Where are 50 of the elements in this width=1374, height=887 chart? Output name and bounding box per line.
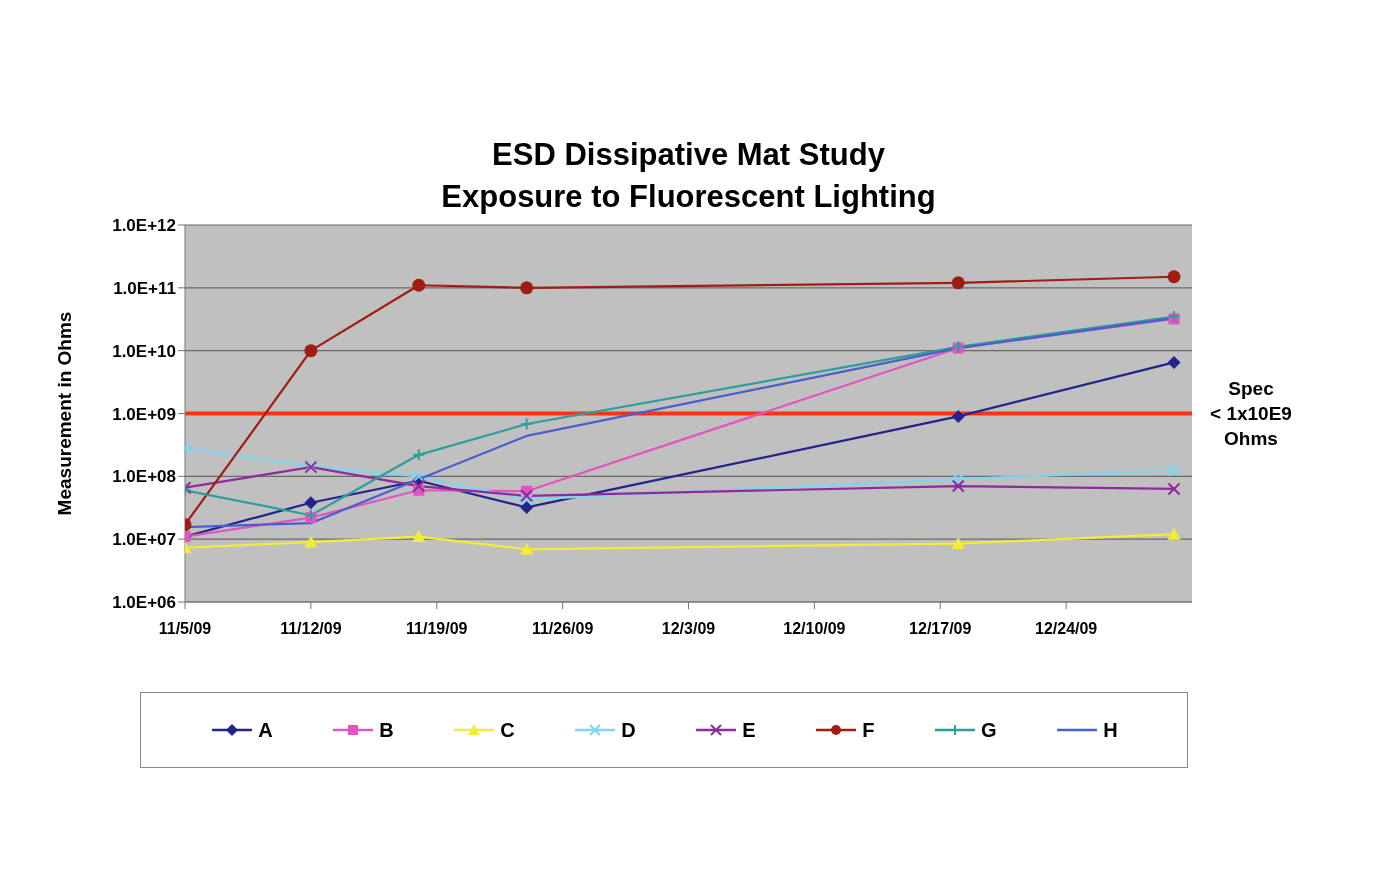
ref-line-label: Spec < 1x10E9 Ohms: [1209, 376, 1293, 451]
x-tick-label: 11/19/09: [406, 620, 468, 638]
x-tick-label: 11/26/09: [531, 620, 594, 638]
legend-label: B: [379, 718, 394, 742]
legend-label: G: [981, 718, 997, 742]
point: [520, 417, 534, 431]
y-tick-label: 1.0E+09: [112, 404, 176, 424]
point: [951, 276, 965, 290]
point: [304, 344, 318, 358]
point: [1167, 355, 1181, 369]
x-tick-label: 12/3/09: [661, 620, 716, 638]
point: [1167, 463, 1181, 477]
point: [304, 508, 318, 522]
point: [951, 409, 965, 423]
y-tick-label: 1.0E+06: [112, 593, 176, 613]
point: [304, 496, 318, 510]
point: [520, 281, 534, 295]
point: [412, 530, 426, 543]
point: [1167, 482, 1181, 496]
x-tick-label: 12/17/09: [909, 620, 972, 638]
x-tick-label: 11/12/09: [280, 620, 342, 638]
legend-label: C: [500, 718, 515, 742]
y-tick-label: 1.0E+12: [112, 216, 176, 236]
point: [1167, 270, 1181, 284]
point: [951, 472, 965, 486]
legend-label: F: [862, 718, 875, 742]
point: [520, 500, 534, 514]
point: [412, 448, 426, 462]
x-tick-label: 12/10/09: [783, 620, 846, 638]
y-tick-label: 1.0E+11: [113, 278, 176, 298]
point: [951, 537, 965, 550]
chart-title: ESD Dissipative Mat Study Exposure to Fluorescent Lighting: [440, 136, 937, 216]
y-tick-label: 1.0E+10: [112, 341, 176, 361]
point: [412, 479, 426, 493]
point: [304, 535, 318, 548]
point: [951, 479, 965, 493]
point: [412, 278, 426, 292]
point: [412, 469, 426, 483]
point: [520, 542, 534, 555]
x-tick-label: 11/5/09: [158, 620, 212, 638]
legend-label: H: [1103, 718, 1118, 742]
point: [1167, 309, 1181, 323]
y-tick-label: 1.0E+08: [112, 467, 176, 487]
y-tick-label: 1.0E+07: [112, 530, 176, 550]
legend-label: E: [742, 718, 756, 742]
x-tick-label: 12/24/09: [1034, 620, 1098, 638]
legend-label: A: [258, 718, 273, 742]
y-axis-title: Measurement in Ohms: [53, 311, 75, 516]
point: [1167, 527, 1181, 540]
legend-label: D: [621, 718, 636, 742]
